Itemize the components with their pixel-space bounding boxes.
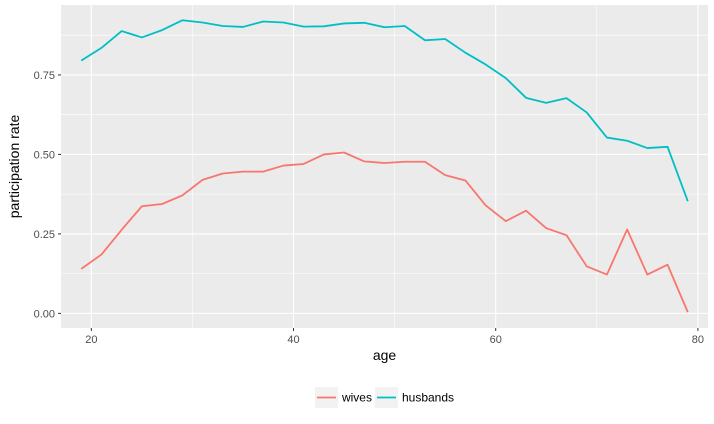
y-tick-label: 0.25 xyxy=(34,229,55,241)
y-tick-label: 0.50 xyxy=(34,149,55,161)
y-axis-title: participation rate xyxy=(6,115,22,219)
x-tick-label: 60 xyxy=(490,334,502,346)
minor-gridlines xyxy=(61,5,708,328)
series-lines xyxy=(80,19,689,313)
x-tick-label: 20 xyxy=(85,334,97,346)
legend-label-husbands: husbands xyxy=(402,391,454,405)
series-line-husbands xyxy=(80,19,689,202)
x-axis-title: age xyxy=(373,347,397,363)
series-line-wives xyxy=(80,151,689,313)
legend: wives husbands xyxy=(314,387,454,408)
plot-panel xyxy=(61,5,708,328)
y-tick-label: 0.75 xyxy=(34,70,55,82)
x-tick-label: 80 xyxy=(692,334,704,346)
major-gridlines xyxy=(61,5,708,328)
x-tick-label: 40 xyxy=(287,334,299,346)
axis-ticks xyxy=(58,74,699,331)
y-tick-label: 0.00 xyxy=(34,308,55,320)
tick-labels: 20 40 60 80 0.00 0.25 0.50 0.75 xyxy=(34,70,704,346)
legend-label-wives: wives xyxy=(341,391,372,405)
